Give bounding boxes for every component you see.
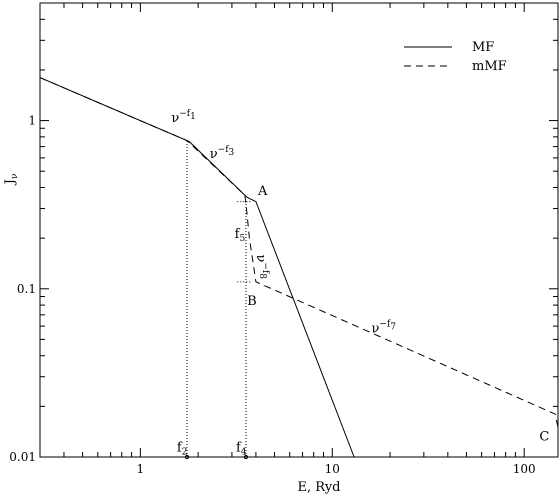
legend: MF mMF	[404, 40, 507, 74]
plot-frame	[39, 2, 559, 458]
y-axis-label: Jν	[3, 174, 20, 187]
axis-marker	[184, 454, 190, 460]
axis-ticks: 1 10 100 0.01 0.1 1	[9, 2, 558, 476]
axis-marker	[243, 454, 249, 460]
annotation-f3: ν−f3	[210, 145, 235, 162]
x-axis-label: E, Ryd	[298, 480, 341, 495]
annotation-C: C	[539, 430, 549, 445]
annotation-layer: ν−f1 ν−f3 ν−f7 A B Cf5 f2 f4 ν−f8	[171, 109, 549, 457]
y-tick-label: 1	[28, 114, 36, 128]
x-tick-label: 10	[325, 462, 340, 476]
annotation-f5: f5	[235, 227, 246, 244]
reference-lines	[186, 140, 252, 457]
legend-label-mmf: mMF	[472, 59, 507, 74]
annotation-f8: ν−f8	[253, 254, 270, 279]
annotation-f7: ν−f7	[371, 319, 396, 336]
annotation-f2: f2	[177, 440, 188, 457]
y-axis-label-main: J	[3, 179, 18, 186]
x-tick-label: 100	[513, 462, 536, 476]
series-line-mmf	[39, 77, 559, 428]
x-tick-label: 1	[137, 462, 145, 476]
annotation-f4: f4	[236, 440, 247, 457]
legend-label-mf: MF	[472, 40, 494, 55]
annotation-A: A	[257, 184, 268, 199]
annotation-B: B	[247, 294, 257, 309]
annotation-f1: ν−f1	[171, 109, 196, 126]
series-layer	[39, 77, 559, 460]
series-line-mf	[39, 77, 355, 458]
y-axis-label-sub: ν	[10, 174, 20, 179]
y-tick-label: 0.01	[9, 450, 36, 464]
y-tick-label: 0.1	[17, 282, 36, 296]
